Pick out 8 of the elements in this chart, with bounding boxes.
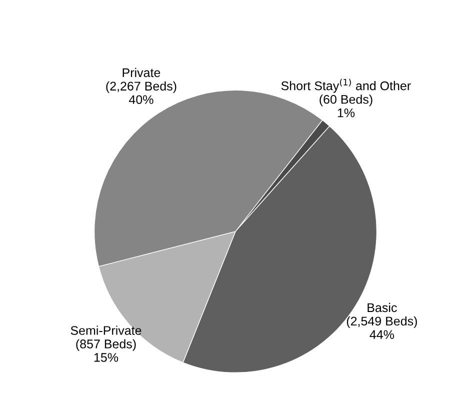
data-label: (2,267 Beds) 40% <box>106 81 176 104</box>
slice-label: Short Stay$^{(1)}$ and Other <box>281 78 411 93</box>
data-label: (2,549 Beds) 44% <box>346 316 417 339</box>
data-label: (857 Beds) 15% <box>76 339 136 362</box>
slice-label: Semi-Private <box>70 326 142 335</box>
slice-label: Private <box>122 68 160 78</box>
slice-label: Basic <box>368 302 397 312</box>
data-label: (60 Beds) 1% <box>320 94 372 118</box>
